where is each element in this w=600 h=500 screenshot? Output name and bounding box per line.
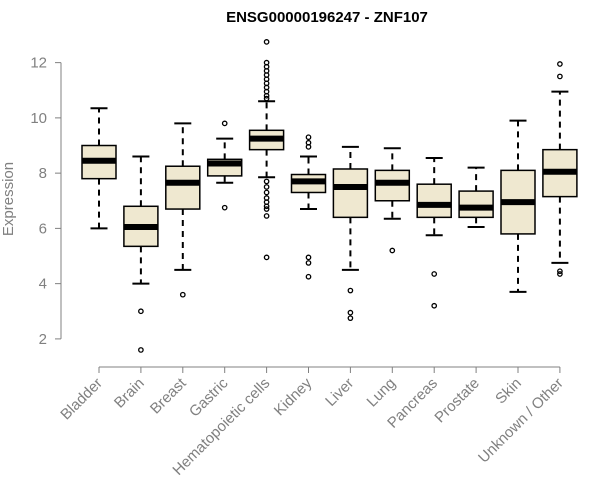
outlier-point (263, 39, 270, 45)
outlier-point (557, 268, 563, 275)
box-iqr (165, 165, 201, 210)
box-brain (123, 155, 159, 353)
outlier-point (221, 204, 228, 211)
y-tick-label: 2 (39, 331, 47, 348)
box-iqr (416, 183, 452, 219)
y-axis-label: Expression (0, 162, 17, 236)
outlier-point (138, 308, 144, 315)
outlier-point (305, 273, 312, 280)
outlier-point (305, 254, 312, 261)
box-prostate (458, 166, 494, 229)
outlier-point (263, 92, 270, 99)
y-tick-label: 12 (30, 55, 47, 72)
x-tick-label: Kidney (271, 374, 316, 419)
outlier-point (305, 134, 312, 141)
outlier-point (263, 254, 270, 261)
outlier-point (557, 271, 563, 277)
box-iqr (458, 190, 494, 219)
outlier-point (347, 315, 354, 322)
outlier-point (347, 309, 354, 316)
outlier-point (305, 260, 312, 266)
box-skin (500, 119, 536, 293)
chart-title: ENSG00000196247 - ZNF107 (226, 9, 428, 26)
outlier-point (221, 120, 228, 127)
outlier-point (263, 189, 270, 196)
box-lung (374, 147, 411, 254)
x-tick-label: Liver (322, 375, 357, 410)
box-pancreas (416, 156, 452, 309)
outlier-point (557, 61, 563, 67)
outlier-point (263, 184, 270, 190)
plot-area (81, 39, 578, 353)
x-tick-label: Prostate (431, 375, 483, 427)
y-tick-label: 6 (39, 220, 47, 237)
x-tick-label: Breast (147, 374, 190, 417)
box-bladder (81, 107, 117, 230)
outlier-point (263, 213, 270, 219)
outlier-point (138, 347, 144, 353)
box-breast (165, 122, 201, 298)
outlier-point (263, 203, 270, 210)
box-unknown-other (542, 61, 578, 277)
box-kidney (290, 134, 327, 280)
x-tick-label: Skin (492, 375, 525, 408)
outlier-point (347, 287, 354, 294)
y-tick-label: 10 (30, 110, 47, 127)
outlier-point (431, 302, 438, 309)
box-iqr (332, 168, 369, 219)
x-tick-label: Lung (364, 375, 400, 411)
x-tick-label: Bladder (57, 375, 106, 424)
outlier-point (389, 247, 396, 254)
y-tick-label: 8 (39, 165, 47, 182)
box-gastric (206, 120, 243, 211)
y-tick-label: 4 (39, 276, 47, 293)
box-liver (332, 145, 369, 322)
y-axis: 2 4 6 8 10 12 (30, 55, 62, 348)
outlier-point (179, 291, 186, 298)
outlier-point (305, 144, 312, 150)
x-tick-label: Brain (111, 375, 148, 412)
outlier-point (263, 95, 270, 102)
outlier-point (263, 206, 270, 212)
box-hematopoietic-cells (248, 39, 285, 261)
outlier-point (263, 178, 270, 185)
outlier-point (557, 73, 563, 80)
outlier-point (431, 271, 438, 277)
